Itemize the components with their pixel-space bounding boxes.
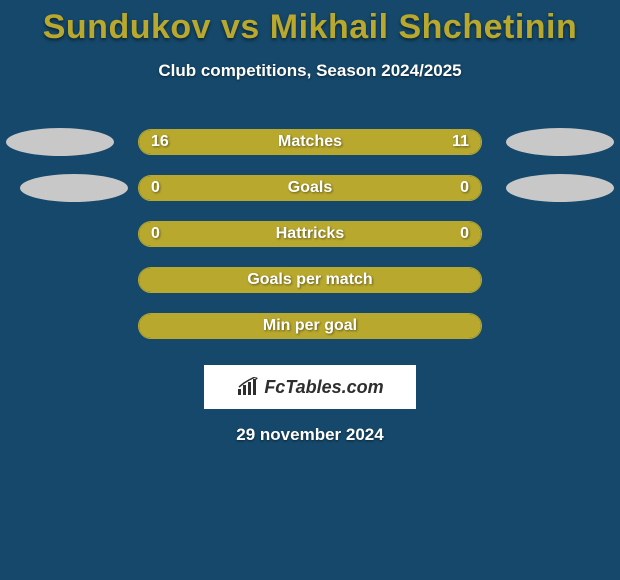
stat-bar: 0 Goals 0 [138, 175, 482, 201]
stat-label: Goals [288, 179, 332, 197]
stat-row: 16 Matches 11 [0, 119, 620, 165]
stat-bar: 16 Matches 11 [138, 129, 482, 155]
stat-value-right: 0 [460, 179, 469, 197]
stat-label: Min per goal [263, 317, 357, 335]
stat-row: Goals per match [0, 257, 620, 303]
stat-bar: 0 Hattricks 0 [138, 221, 482, 247]
stat-label: Hattricks [276, 225, 344, 243]
stat-label: Matches [278, 133, 342, 151]
comparison-date: 29 november 2024 [0, 425, 620, 445]
stat-value-left: 0 [151, 179, 160, 197]
stat-value-left: 16 [151, 133, 169, 151]
stat-value-right: 11 [452, 133, 469, 151]
player-right-ellipse [506, 174, 614, 202]
stat-row: 0 Goals 0 [0, 165, 620, 211]
comparison-subtitle: Club competitions, Season 2024/2025 [0, 61, 620, 81]
stat-row: Min per goal [0, 303, 620, 349]
stat-value-right: 0 [460, 225, 469, 243]
player-left-ellipse [6, 128, 114, 156]
stat-bar: Goals per match [138, 267, 482, 293]
stat-row: 0 Hattricks 0 [0, 211, 620, 257]
chart-icon [236, 377, 260, 397]
logo-text: FcTables.com [264, 377, 383, 398]
logo-box: FcTables.com [204, 365, 416, 409]
comparison-title: Sundukov vs Mikhail Shchetinin [0, 0, 620, 47]
player-left-ellipse [20, 174, 128, 202]
stat-bar: Min per goal [138, 313, 482, 339]
stat-label: Goals per match [247, 271, 372, 289]
stat-value-left: 0 [151, 225, 160, 243]
stat-rows: 16 Matches 11 0 Goals 0 0 Hattricks 0 Goals per m… [0, 119, 620, 349]
player-right-ellipse [506, 128, 614, 156]
